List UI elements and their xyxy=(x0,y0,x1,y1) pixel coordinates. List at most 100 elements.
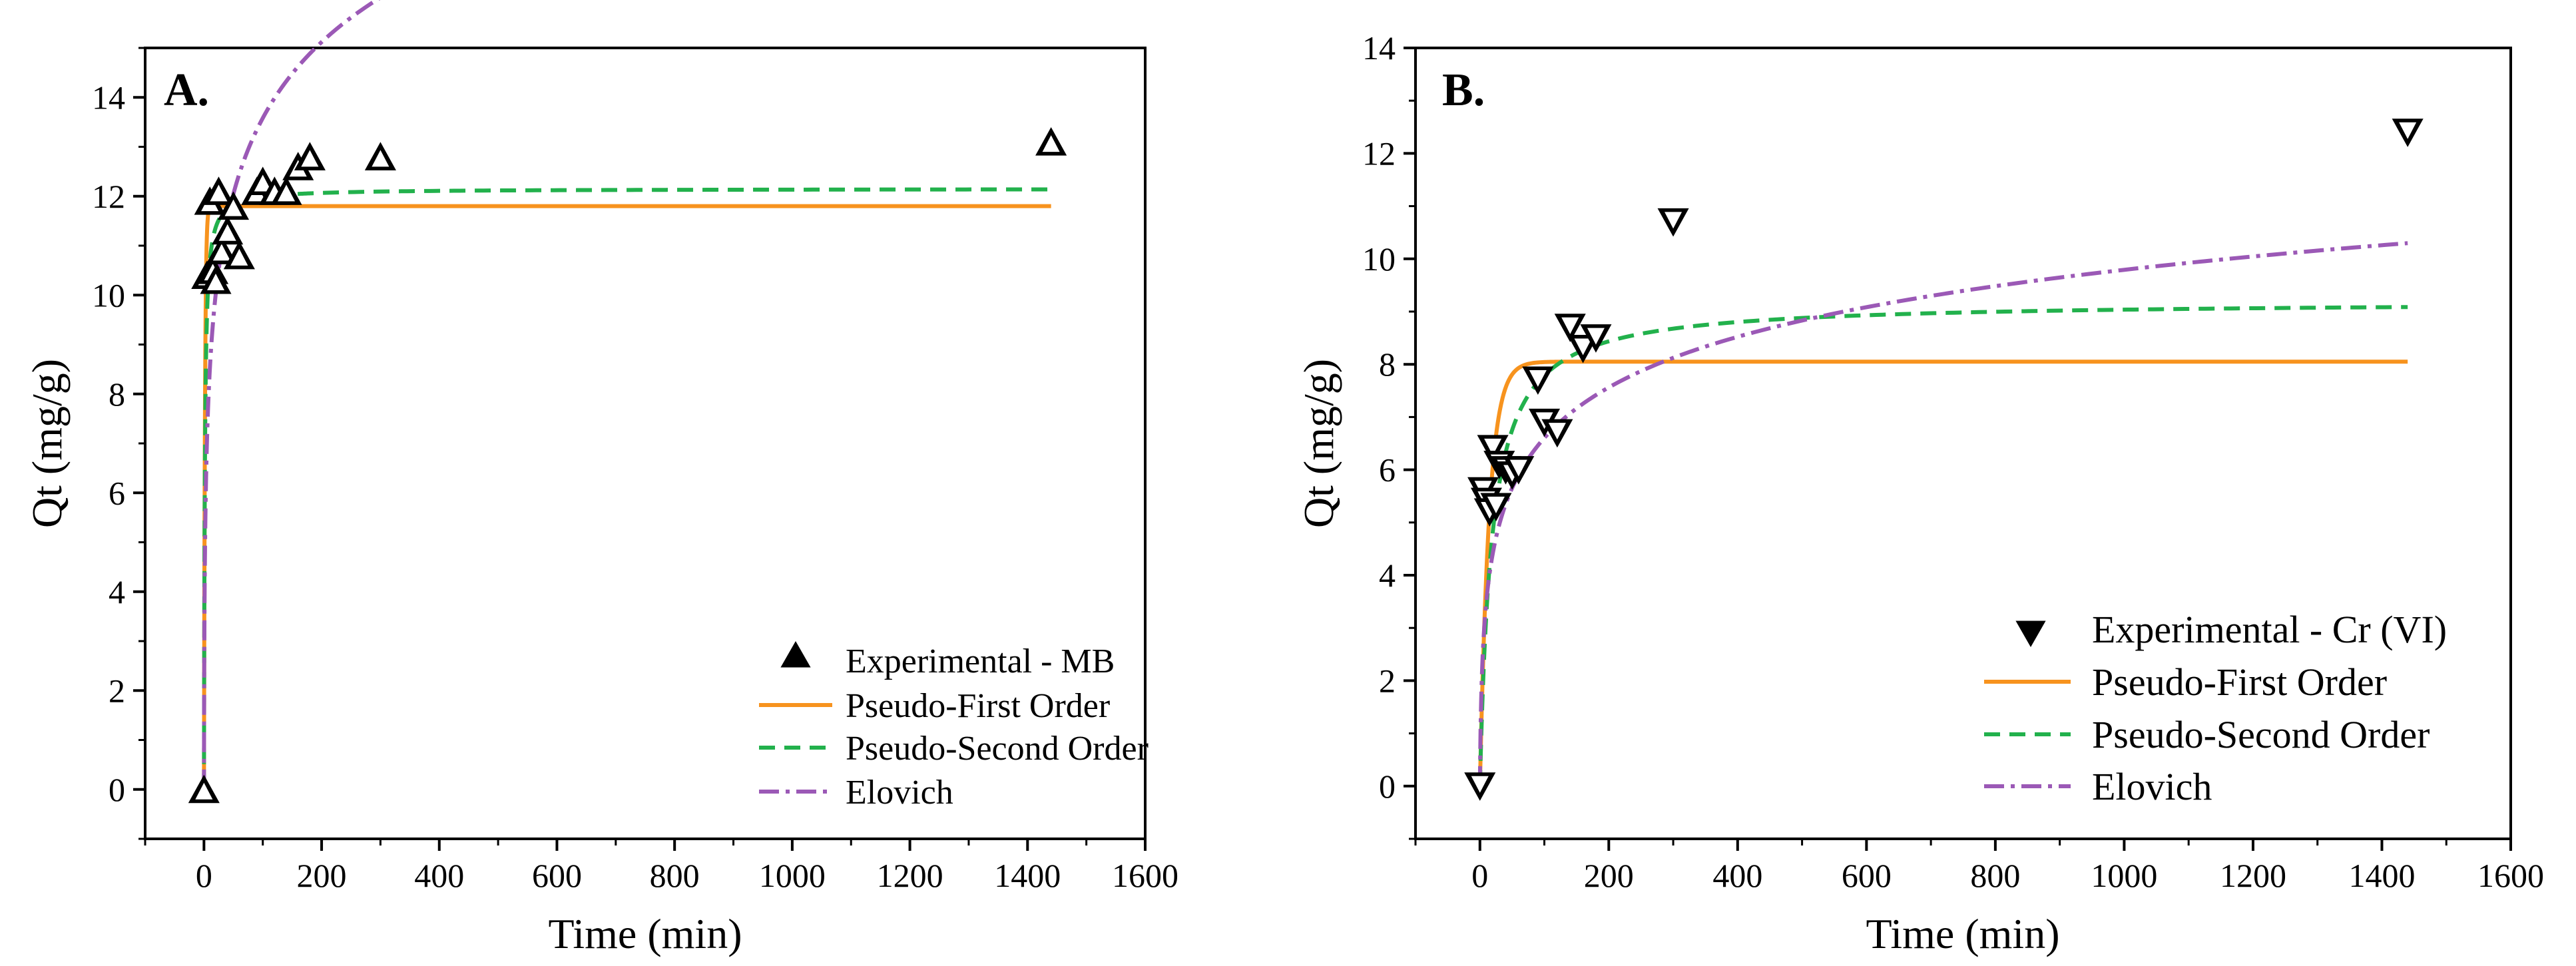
model-curves xyxy=(1477,241,2408,787)
data-point-inner xyxy=(372,150,389,167)
legend-marker-experimental xyxy=(780,640,811,668)
data-point xyxy=(217,191,250,220)
y-axis-label: Qt (mg/g) xyxy=(1295,359,1342,528)
y-tick-label: 8 xyxy=(1379,346,1396,383)
y-tick-label: 8 xyxy=(109,375,125,413)
pfo-curve xyxy=(1477,360,2408,787)
x-tick-label: 1000 xyxy=(759,857,826,894)
data-point-inner xyxy=(1471,776,1489,793)
y-tick-label: 14 xyxy=(92,79,125,116)
x-tick-label: 1600 xyxy=(1112,857,1178,894)
y-tick-label: 12 xyxy=(92,178,125,215)
data-point xyxy=(1464,772,1496,801)
x-tick-label: 600 xyxy=(1842,857,1892,894)
pso-curve xyxy=(202,187,1051,790)
data-markers xyxy=(1464,119,2424,801)
data-point-inner xyxy=(1574,338,1592,356)
chart-panel-a: 0 200 400 600 800 1000 1200 1400 1600 0 2 4 6 8 10 12 14… xyxy=(23,0,1178,957)
y-tick-label: 10 xyxy=(1362,240,1396,278)
data-point-inner xyxy=(1042,135,1060,152)
data-point xyxy=(206,236,238,264)
panel-label: B. xyxy=(1442,65,1485,116)
data-point-inner xyxy=(254,174,272,192)
data-point-inner xyxy=(278,184,296,202)
plot-frame xyxy=(1414,47,2512,840)
data-point-inner xyxy=(1484,438,1502,455)
y-tick-label: 0 xyxy=(109,771,125,808)
data-point-inner xyxy=(210,184,228,202)
data-point-inner xyxy=(1665,212,1682,229)
data-point-inner xyxy=(301,150,319,167)
y-tick-label: 2 xyxy=(109,672,125,709)
elovich-curve xyxy=(202,0,381,790)
data-point xyxy=(202,176,234,205)
x-tick-label: 800 xyxy=(650,857,700,894)
x-tick-label: 1400 xyxy=(994,857,1061,894)
legend-label-elovich: Elovich xyxy=(846,774,953,812)
y-tick-label: 6 xyxy=(1379,451,1396,489)
legend-label-experimental: Experimental - MB xyxy=(846,642,1115,680)
axis-ticks xyxy=(1404,47,2512,851)
legend-label-pfo: Pseudo-First Order xyxy=(2092,660,2387,704)
x-tick-label: 200 xyxy=(1584,857,1634,894)
panel-label: A. xyxy=(164,65,209,116)
data-point xyxy=(1567,334,1599,363)
legend-label-pso: Pseudo-Second Order xyxy=(846,730,1149,768)
data-point xyxy=(1522,366,1554,395)
y-tick-label: 0 xyxy=(1379,768,1396,805)
y-tick-label: 4 xyxy=(1379,557,1396,594)
data-point-inner xyxy=(1487,497,1505,514)
data-point-inner xyxy=(1529,369,1547,387)
y-axis-label: Qt (mg/g) xyxy=(23,359,71,528)
y-tick-label: 12 xyxy=(1362,134,1396,172)
x-tick-label: 0 xyxy=(1471,857,1488,894)
legend-label-elovich: Elovich xyxy=(2092,765,2212,808)
y-tick-label: 4 xyxy=(109,573,125,610)
data-point xyxy=(1480,493,1512,522)
data-point-inner xyxy=(230,248,248,266)
legend: Experimental - Cr (VI) Pseudo-First Orde… xyxy=(1984,608,2447,808)
data-point xyxy=(270,176,302,205)
y-tick-label: 10 xyxy=(92,276,125,314)
x-tick-label: 1400 xyxy=(2348,857,2415,894)
data-point xyxy=(2392,119,2424,147)
data-point xyxy=(1035,126,1067,156)
legend-label-experimental: Experimental - Cr (VI) xyxy=(2092,608,2447,651)
data-point-inner xyxy=(1509,459,1527,477)
data-point-inner xyxy=(2399,122,2417,139)
y-tick-label: 6 xyxy=(109,474,125,511)
x-tick-label: 600 xyxy=(532,857,582,894)
x-tick-label: 1600 xyxy=(2477,857,2544,894)
data-point xyxy=(223,240,255,270)
x-tick-label: 200 xyxy=(297,857,347,894)
y-tick-label: 14 xyxy=(1362,29,1396,67)
data-point xyxy=(1580,324,1612,353)
chart-panel-b: 0 200 400 600 800 1000 1200 1400 1600 0 2 4 6 8 10 12 14… xyxy=(1295,29,2544,957)
x-tick-label: 1200 xyxy=(877,857,943,894)
data-point-inner xyxy=(218,224,236,241)
data-point xyxy=(200,265,232,294)
elovich-curve xyxy=(1477,241,2408,786)
data-point-inner xyxy=(1561,317,1579,334)
data-point-inner xyxy=(224,199,242,216)
data-point-inner xyxy=(207,273,225,290)
legend-marker-experimental xyxy=(2015,620,2046,648)
data-point xyxy=(1503,456,1535,485)
x-tick-label: 400 xyxy=(414,857,464,894)
tick-labels: 0 200 400 600 800 1000 1200 1400 1600 0 2 4 6 8 10 12 14 xyxy=(92,79,1178,894)
x-tick-label: 1200 xyxy=(2220,857,2286,894)
x-axis-label: Time (min) xyxy=(1866,910,2060,957)
data-point-inner xyxy=(195,782,213,800)
data-point xyxy=(364,142,396,170)
tick-labels: 0 200 400 600 800 1000 1200 1400 1600 0 2 4 6 8 10 12 14 xyxy=(1362,29,2544,894)
data-markers xyxy=(188,126,1067,804)
legend: Experimental - MB Pseudo-First Order Pse… xyxy=(759,640,1149,812)
data-point xyxy=(1541,419,1573,448)
data-point xyxy=(294,142,326,170)
data-point xyxy=(212,216,244,245)
data-point-inner xyxy=(1548,423,1566,440)
y-tick-label: 2 xyxy=(1379,662,1396,699)
axis-ticks xyxy=(133,47,1147,851)
legend-label-pfo: Pseudo-First Order xyxy=(846,687,1110,725)
